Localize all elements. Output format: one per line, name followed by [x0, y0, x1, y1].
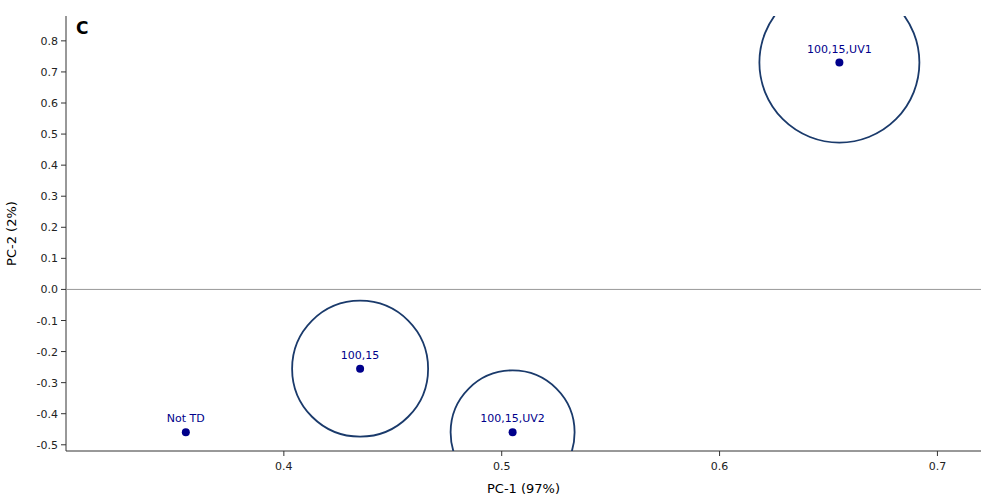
y-tick: [61, 258, 66, 259]
plot-area: [66, 16, 981, 451]
y-tick: [61, 196, 66, 197]
y-axis-line: [66, 16, 67, 451]
point-label: Not TD: [167, 412, 205, 425]
y-tick-label: -0.1: [37, 315, 58, 328]
y-tick-label: 0.5: [41, 128, 59, 141]
point: [182, 428, 190, 436]
y-tick: [61, 351, 66, 352]
y-tick: [61, 320, 66, 321]
circle: [759, 16, 919, 143]
circle: [451, 370, 575, 451]
y-tick: [61, 40, 66, 41]
x-axis-line: [66, 451, 981, 452]
y-tick: [61, 103, 66, 104]
point: [509, 428, 517, 436]
x-tick: [937, 451, 938, 456]
y-tick: [61, 413, 66, 414]
y-tick-label: 0.4: [41, 159, 59, 172]
point: [835, 59, 843, 67]
y-tick-label: -0.4: [37, 408, 58, 421]
y-tick-label: 0.6: [41, 97, 59, 110]
y-tick-label: -0.5: [37, 439, 58, 452]
panel-label: C: [76, 18, 88, 38]
y-tick: [61, 382, 66, 383]
point: [356, 365, 364, 373]
y-tick-label: 0.2: [41, 221, 59, 234]
y-tick-label: 0.8: [41, 35, 59, 48]
point-label: 100,15: [341, 349, 380, 362]
x-tick: [719, 451, 720, 456]
x-tick: [501, 451, 502, 456]
x-axis-label: PC-1 (97%): [487, 481, 560, 496]
y-tick: [61, 289, 66, 290]
x-tick-label: 0.5: [493, 460, 511, 473]
y-tick: [61, 134, 66, 135]
circle: [292, 301, 428, 437]
y-tick-label: -0.3: [37, 377, 58, 390]
point-label: 100,15,UV2: [480, 412, 545, 425]
y-axis-label: PC-2 (2%): [4, 201, 19, 266]
y-tick: [61, 165, 66, 166]
x-tick-label: 0.7: [929, 460, 947, 473]
x-tick: [283, 451, 284, 456]
y-tick-label: 0.0: [41, 283, 59, 296]
y-tick-label: 0.7: [41, 66, 59, 79]
chart: 0.4 0.5 0.6 0.7 -0.5 -0.4 -0.3 -0.2 -0.1 0.0 0.1 0.…: [0, 0, 1003, 503]
point-label: 100,15,UV1: [807, 43, 872, 56]
y-tick-label: 0.1: [41, 252, 59, 265]
x-tick-label: 0.6: [711, 460, 729, 473]
y-tick-label: -0.2: [37, 346, 58, 359]
y-tick: [61, 227, 66, 228]
y-tick: [61, 71, 66, 72]
y-tick: [61, 444, 66, 445]
x-tick-label: 0.4: [275, 460, 293, 473]
y-tick-label: 0.3: [41, 190, 59, 203]
reference-line: [66, 289, 981, 290]
